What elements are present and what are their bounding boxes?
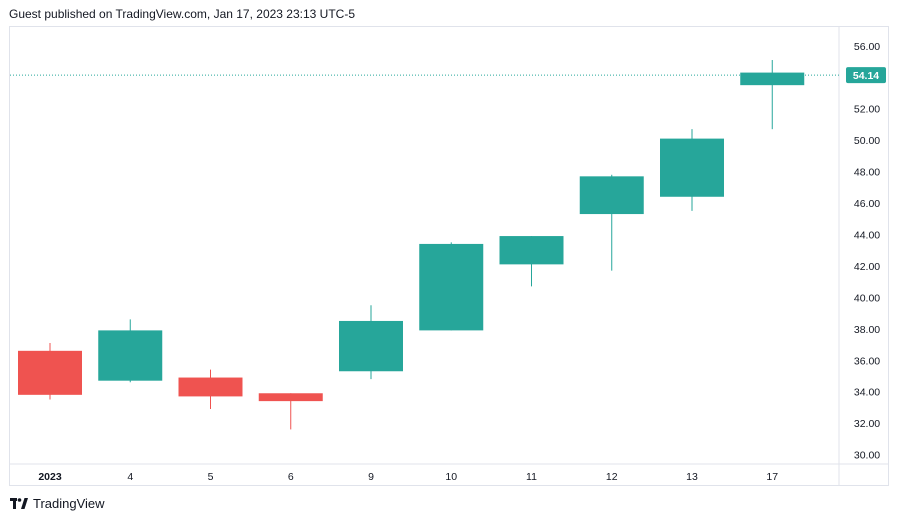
candle-body xyxy=(339,320,403,372)
x-tick-label: 13 xyxy=(686,471,698,483)
footer-brand: TradingView xyxy=(33,496,105,511)
candle-body xyxy=(178,377,243,397)
y-tick-label: 50.00 xyxy=(854,135,880,147)
candle-body xyxy=(258,393,323,402)
y-tick-label: 42.00 xyxy=(854,261,880,273)
candle-body xyxy=(579,176,644,215)
x-tick-label: 2023 xyxy=(38,471,62,483)
x-tick-label: 4 xyxy=(127,471,133,483)
publish-header: Guest published on TradingView.com, Jan … xyxy=(9,7,355,21)
chart-frame xyxy=(9,26,889,486)
x-tick-label: 10 xyxy=(445,471,457,483)
y-tick-label: 40.00 xyxy=(854,292,880,304)
x-tick-label: 9 xyxy=(368,471,374,483)
y-tick-label: 34.00 xyxy=(854,387,880,399)
candle-body xyxy=(18,350,82,395)
last-price-badge xyxy=(846,67,886,84)
y-tick-label: 48.00 xyxy=(854,167,880,179)
y-tick-label: 38.00 xyxy=(854,324,880,336)
y-tick-label: 56.00 xyxy=(854,41,880,53)
candle-body xyxy=(740,72,805,86)
y-tick-label: 46.00 xyxy=(854,198,880,210)
y-tick-label: 52.00 xyxy=(854,104,880,116)
last-price-label: 54.14 xyxy=(853,70,879,82)
x-tick-label: 12 xyxy=(606,471,618,483)
y-tick-label: 32.00 xyxy=(854,418,880,430)
candle-body xyxy=(98,330,163,381)
y-tick-label: 36.00 xyxy=(854,355,880,367)
candle-body xyxy=(419,243,484,331)
x-tick-label: 6 xyxy=(288,471,294,483)
footer: TradingView xyxy=(10,496,105,511)
candle-body xyxy=(499,236,564,265)
tradingview-logo-icon xyxy=(10,497,28,509)
x-tick-label: 11 xyxy=(526,471,537,483)
candle-body xyxy=(660,138,724,197)
y-tick-label: 44.00 xyxy=(854,229,880,241)
x-tick-label: 17 xyxy=(766,471,778,483)
x-tick-label: 5 xyxy=(208,471,214,483)
y-tick-label: 30.00 xyxy=(854,450,880,462)
